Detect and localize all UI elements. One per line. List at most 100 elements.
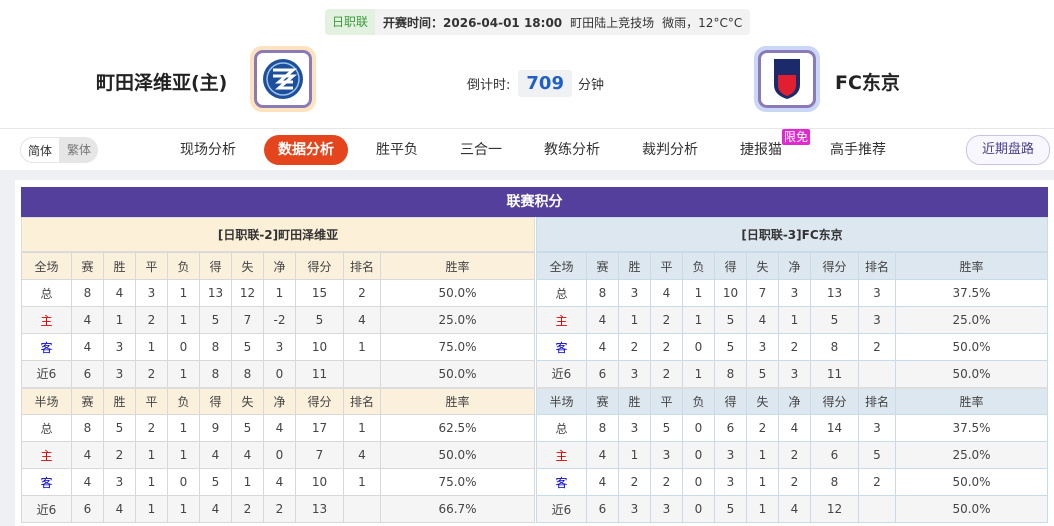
- stat-cell: 37.5%: [895, 414, 1048, 442]
- stat-cell: 66.7%: [380, 495, 535, 523]
- free-badge: 限免: [781, 129, 810, 145]
- stat-cell: 2: [135, 306, 168, 334]
- match-header: 日职联 开赛时间：2026-04-01 18:00 町田陆上竞技场 微雨，12°…: [0, 0, 1054, 128]
- away-standings: [日职联-3]FC东京 全场赛胜平负得失净得分 排名 胜率总 8 3 4 1 10 7 3 13 3 3…: [536, 217, 1048, 523]
- stat-cell: 4: [343, 306, 381, 334]
- stat-cell: 4: [71, 468, 104, 496]
- stat-cell: 5: [714, 333, 747, 361]
- recent-handicap-button[interactable]: 近期盘路: [965, 135, 1050, 165]
- stat-cell: 50.0%: [895, 495, 1048, 523]
- stat-cell: 6: [714, 414, 747, 442]
- table-row: 客 4 3 1 0 8 5 3 10 1 75.0%: [21, 333, 535, 361]
- row-label: 总: [536, 414, 587, 442]
- tab-jiebaomao[interactable]: 捷报猫 限免: [726, 129, 810, 165]
- stat-cell: 4: [71, 441, 104, 469]
- away-team-logo[interactable]: [754, 46, 820, 112]
- table-row: 近6 6 3 2 1 8 8 0 11 50.0%: [21, 360, 535, 388]
- tab-referee-analysis[interactable]: 裁判分析: [642, 142, 698, 158]
- stat-cell: [858, 495, 896, 523]
- stat-cell: 3: [746, 333, 779, 361]
- stat-cell: 11: [295, 360, 344, 388]
- language-toggle[interactable]: 简体 繁体: [20, 137, 99, 163]
- column-header: 净: [778, 386, 811, 415]
- stat-cell: 4: [650, 279, 683, 307]
- column-header: 胜率: [895, 386, 1048, 415]
- stat-cell: 5: [231, 333, 264, 361]
- stat-cell: 0: [263, 441, 296, 469]
- stat-cell: 5: [231, 414, 264, 442]
- stat-cell: 13: [295, 495, 344, 523]
- tab-three-in-one[interactable]: 三合一: [460, 142, 502, 158]
- column-header: 排名: [858, 386, 896, 415]
- stat-cell: 4: [103, 495, 136, 523]
- stat-cell: 1: [343, 468, 381, 496]
- stat-cell: 62.5%: [380, 414, 535, 442]
- stat-cell: 0: [167, 333, 200, 361]
- stat-cell: 1: [682, 279, 715, 307]
- stat-cell: 1: [231, 468, 264, 496]
- stat-cell: 0: [682, 468, 715, 496]
- stat-cell: 3: [135, 279, 168, 307]
- home-team-logo[interactable]: [250, 46, 316, 112]
- stat-cell: [858, 360, 896, 388]
- column-header: 胜: [618, 386, 651, 415]
- stat-cell: 5: [810, 306, 859, 334]
- stat-cell: 6: [586, 360, 619, 388]
- column-header: 胜: [103, 386, 136, 415]
- stat-cell: 2: [650, 468, 683, 496]
- stat-cell: 8: [71, 279, 104, 307]
- tab-win-draw-loss[interactable]: 胜平负: [376, 142, 418, 158]
- table-row: 近6 6 3 3 0 5 1 4 12 50.0%: [536, 495, 1048, 523]
- stat-cell: 4: [71, 333, 104, 361]
- column-header: 排名: [343, 386, 381, 415]
- analysis-nav: 简体 繁体 现场分析 数据分析 胜平负 三合一 教练分析 裁判分析 捷报猫 限免 …: [0, 128, 1054, 170]
- stat-cell: 3: [103, 468, 136, 496]
- stat-cell: 1: [167, 414, 200, 442]
- column-header: 失: [746, 252, 779, 280]
- stat-cell: 5: [858, 441, 896, 469]
- stat-cell: 2: [343, 279, 381, 307]
- column-header: 排名: [343, 252, 381, 280]
- stat-cell: 3: [778, 279, 811, 307]
- stat-cell: 17: [295, 414, 344, 442]
- stat-cell: 4: [586, 306, 619, 334]
- stat-cell: 4: [778, 414, 811, 442]
- stat-cell: 50.0%: [380, 360, 535, 388]
- row-label: 主: [536, 441, 587, 469]
- column-header: 胜率: [895, 252, 1048, 280]
- stat-cell: 1: [746, 495, 779, 523]
- table-row: 客 4 3 1 0 5 1 4 10 1 75.0%: [21, 468, 535, 496]
- stat-cell: 3: [103, 360, 136, 388]
- stat-cell: 6: [810, 441, 859, 469]
- stat-cell: 0: [682, 495, 715, 523]
- home-team-name[interactable]: 町田泽维亚(主): [96, 72, 228, 94]
- stat-cell: 5: [199, 306, 232, 334]
- standings-panel: 联赛积分 [日职联-2]町田泽维亚 全场赛胜平负得失净得分 排名 胜率总 8 4 3 1 13…: [15, 180, 1054, 526]
- simplified-chinese-option[interactable]: 简体: [20, 137, 61, 163]
- half-header-row: 半场赛胜平负得失净得分 排名 胜率: [536, 386, 1048, 415]
- league-badge[interactable]: 日职联: [325, 9, 376, 35]
- tab-coach-analysis[interactable]: 教练分析: [544, 142, 600, 158]
- half-header-row: 半场赛胜平负得失净得分 排名 胜率: [21, 386, 535, 415]
- traditional-chinese-option[interactable]: 繁体: [67, 143, 92, 157]
- tab-expert-picks[interactable]: 高手推荐: [830, 142, 886, 158]
- stat-cell: 25.0%: [895, 306, 1048, 334]
- tab-data-analysis[interactable]: 数据分析: [264, 135, 348, 165]
- column-header: 得分: [295, 252, 344, 280]
- stat-cell: 2: [778, 333, 811, 361]
- stat-cell: 2: [135, 414, 168, 442]
- column-header: 赛: [71, 252, 104, 280]
- stat-cell: 1: [343, 414, 381, 442]
- stat-cell: 3: [650, 441, 683, 469]
- tab-live-analysis[interactable]: 现场分析: [180, 142, 236, 158]
- row-label: 总: [536, 279, 587, 307]
- row-label: 主: [21, 441, 72, 469]
- stat-cell: 1: [167, 306, 200, 334]
- stat-cell: 1: [135, 468, 168, 496]
- stat-cell: 75.0%: [380, 468, 535, 496]
- table-row: 总 8 5 2 1 9 5 4 17 1 62.5%: [21, 414, 535, 442]
- stat-cell: 1: [167, 441, 200, 469]
- column-header: 净: [263, 252, 296, 280]
- stat-cell: 2: [778, 441, 811, 469]
- away-team-name[interactable]: FC东京: [835, 72, 900, 94]
